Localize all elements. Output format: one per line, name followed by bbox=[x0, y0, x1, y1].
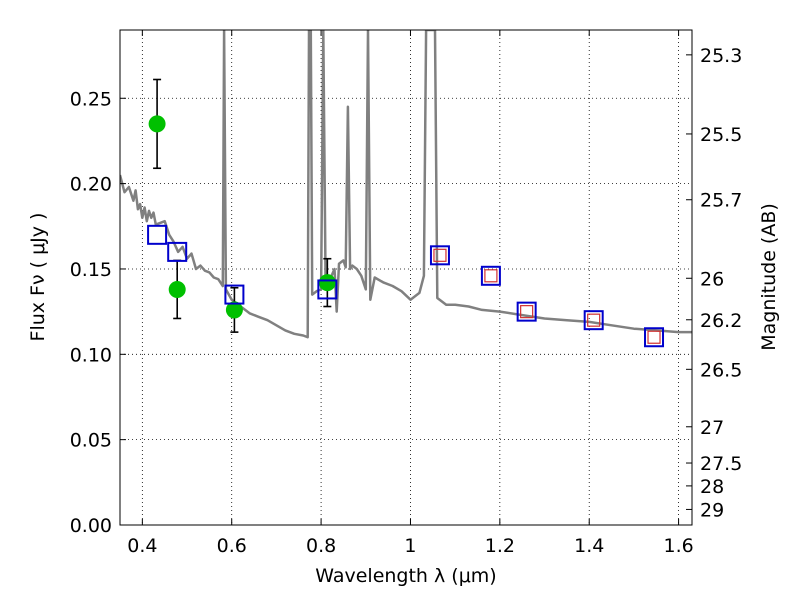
mag-tick-label: 26.2 bbox=[700, 310, 742, 332]
y-tick-label: 0.20 bbox=[70, 174, 112, 196]
ir-band-flux-square bbox=[587, 313, 601, 327]
ir-band-flux-square bbox=[647, 330, 661, 344]
x-axis-title: Wavelength λ (μm) bbox=[315, 565, 496, 587]
x-tick-label: 1.4 bbox=[574, 535, 604, 557]
photometry-point bbox=[225, 301, 243, 319]
y-tick-label: 0.25 bbox=[70, 88, 112, 110]
y-tick-label: 0.15 bbox=[70, 259, 112, 281]
mag-tick-label: 26 bbox=[700, 268, 724, 290]
mag-tick-label: 25.7 bbox=[700, 190, 742, 212]
model-band-flux-square bbox=[480, 265, 501, 286]
y-tick-label: 0.10 bbox=[70, 344, 112, 366]
model-band-flux-square bbox=[429, 245, 450, 266]
x-tick-label: 1 bbox=[404, 535, 416, 557]
ir-band-flux-square bbox=[520, 305, 534, 319]
model-band-flux-square bbox=[167, 241, 188, 262]
photometry-point bbox=[318, 274, 336, 292]
model-band-flux-square bbox=[583, 310, 604, 331]
ir-band-flux-square bbox=[484, 269, 498, 283]
series-layer bbox=[120, 30, 692, 348]
grid bbox=[120, 30, 692, 525]
model-band-flux-square bbox=[644, 327, 665, 348]
mag-tick-label: 27 bbox=[700, 417, 724, 439]
y-axis-title: Flux Fν ( μJy ) bbox=[27, 213, 49, 342]
x-tick-label: 0.6 bbox=[217, 535, 247, 557]
model-band-flux-square bbox=[224, 284, 245, 305]
x-tick-label: 0.8 bbox=[306, 535, 336, 557]
y-tick-label: 0.00 bbox=[70, 515, 112, 537]
photometry-point bbox=[148, 115, 166, 133]
mag-tick-label: 28 bbox=[700, 476, 724, 498]
model-band-flux-square bbox=[516, 301, 537, 322]
sed-model-line bbox=[120, 30, 692, 339]
x-tick-label: 1.2 bbox=[485, 535, 515, 557]
mag-tick-label: 25.3 bbox=[700, 45, 742, 67]
mag-tick-label: 25.5 bbox=[700, 124, 742, 146]
x-tick-label: 0.4 bbox=[127, 535, 157, 557]
ticks: 0.4 0.6 0.8 1 1.2 1.4 1.6 0.00 0.05 0.10 0.15 0.20 0… bbox=[70, 30, 742, 557]
mag-tick-label: 27.5 bbox=[700, 453, 742, 475]
y2-axis-title: Magnitude (AB) bbox=[758, 203, 780, 351]
x-tick-label: 1.6 bbox=[663, 535, 693, 557]
ir-band-flux-square bbox=[433, 248, 447, 262]
mag-tick-label: 26.5 bbox=[700, 359, 742, 381]
photometry-point bbox=[168, 280, 186, 298]
model-band-flux-square bbox=[147, 224, 168, 245]
plot-background bbox=[120, 30, 692, 525]
plot-frame bbox=[119, 29, 693, 526]
model-band-flux-square bbox=[317, 279, 338, 300]
y-tick-label: 0.05 bbox=[70, 430, 112, 452]
mag-tick-label: 29 bbox=[700, 499, 724, 521]
